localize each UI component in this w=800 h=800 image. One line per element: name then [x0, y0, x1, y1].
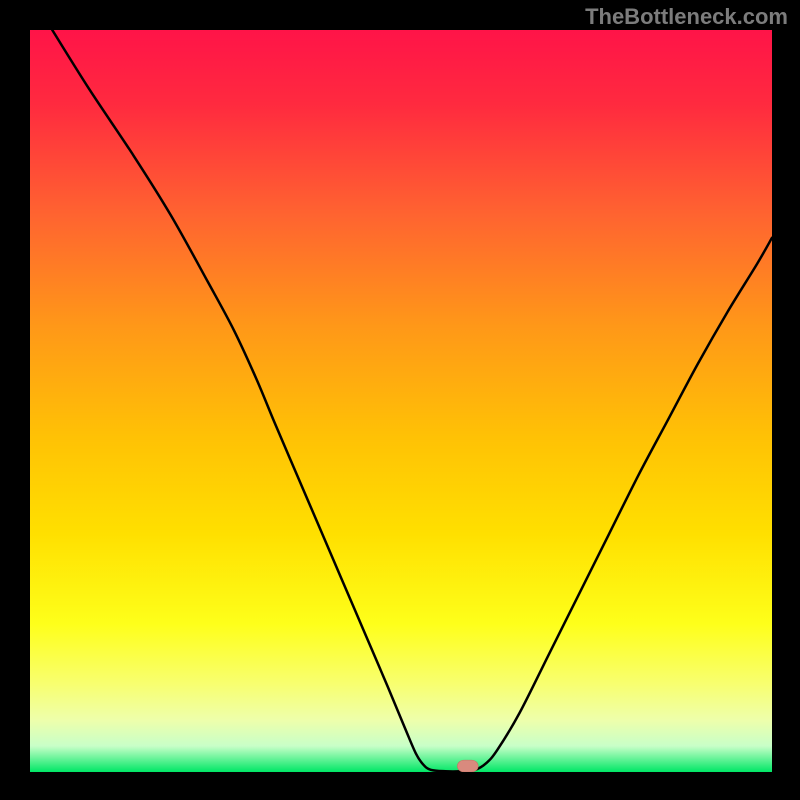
plot-area [30, 30, 772, 772]
chart-background [30, 30, 772, 772]
chart-container: TheBottleneck.com [0, 0, 800, 800]
bottleneck-curve-chart [30, 30, 772, 772]
optimal-marker [457, 760, 478, 772]
watermark-text: TheBottleneck.com [585, 4, 788, 30]
